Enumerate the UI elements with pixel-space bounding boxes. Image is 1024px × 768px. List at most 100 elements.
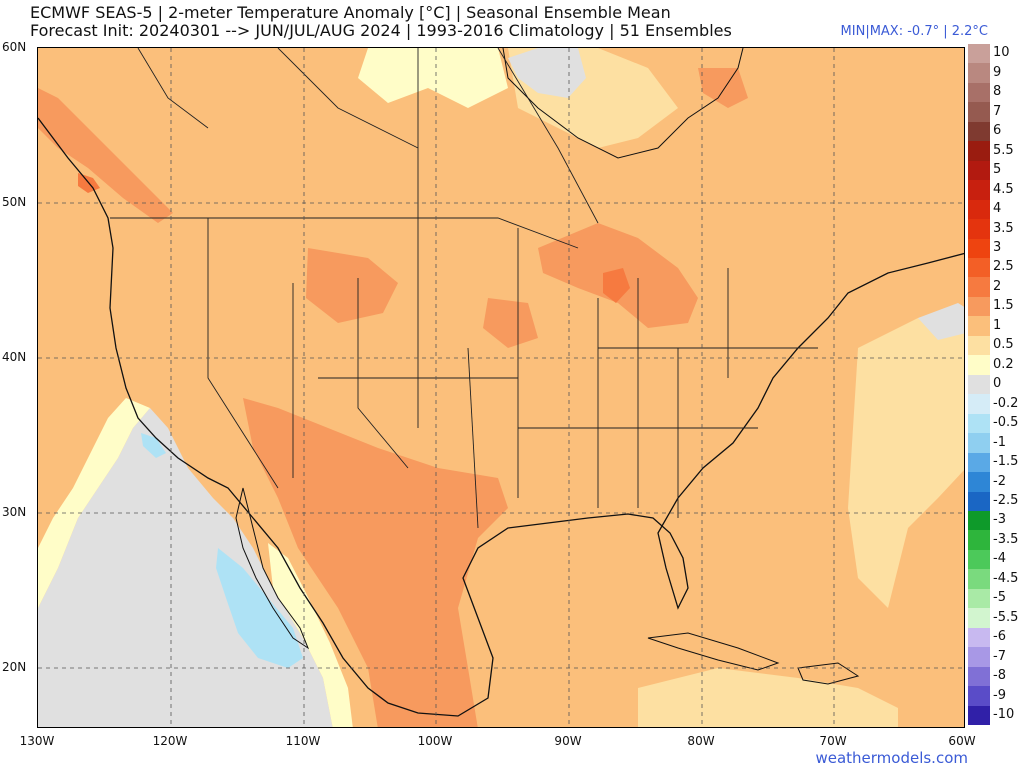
colorbar-tick-label: 0.5	[993, 337, 1014, 353]
negative-anomaly-baja	[216, 548, 303, 668]
lon-label-70w: 70W	[819, 734, 847, 748]
colorbar-tick-label: 2	[993, 278, 1002, 294]
colorbar-swatch	[968, 335, 990, 356]
negative-anomaly-socal	[141, 433, 166, 458]
lon-label-80w: 80W	[687, 734, 715, 748]
colorbar-swatch	[968, 355, 990, 376]
colorbar-tick-label: -1	[993, 434, 1006, 450]
colorbar-tick-label: -3.5	[993, 531, 1019, 547]
colorbar-swatch	[968, 413, 990, 434]
colorbar-tick-label: 0	[993, 376, 1002, 392]
political-borders	[110, 48, 818, 529]
colorbar-swatch	[968, 277, 990, 298]
colorbar-swatch	[968, 102, 990, 123]
colorbar-swatch	[968, 160, 990, 181]
colorbar-tick-label: -2	[993, 473, 1006, 489]
colorbar-swatch	[968, 549, 990, 570]
cuba-coastline	[647, 632, 780, 671]
colorbar-tick-label: -7	[993, 648, 1006, 664]
colorbar-swatch	[968, 647, 990, 668]
colorbar-tick-label: 5	[993, 162, 1002, 178]
colorbar-tick-label: 8	[993, 84, 1002, 100]
colorbar-tick-label: -5.5	[993, 609, 1019, 625]
colorbar-tick-label: -2.5	[993, 492, 1019, 508]
lat-label-20n: 20N	[2, 660, 27, 674]
colorbar-swatch	[968, 316, 990, 337]
lat-label-40n: 40N	[2, 350, 27, 364]
colorbar-tick-label: 4.5	[993, 181, 1014, 197]
warm-anomaly-southwest	[243, 398, 508, 727]
colorbar-tick-label: 7	[993, 103, 1002, 119]
colorbar-swatch	[968, 44, 990, 64]
hudson-bay-coastline	[502, 48, 744, 159]
colorbar-tick-label: 10	[993, 45, 1010, 61]
neutral-anomaly-hudson-bay	[508, 48, 586, 98]
colorbar-swatch	[968, 569, 990, 590]
colorbar-swatch	[968, 627, 990, 648]
colorbar-tick-label: 3	[993, 240, 1002, 256]
colorbar-swatch	[968, 296, 990, 317]
graticule	[38, 48, 964, 727]
warm-anomaly-pnw	[38, 88, 173, 223]
colorbar-tick-label: 3.5	[993, 220, 1014, 236]
colorbar-tick-label: 1	[993, 317, 1002, 333]
lon-label-130w: 130W	[19, 734, 55, 748]
colorbar-swatch	[968, 433, 990, 454]
colorbar-tick-label: -0.2	[993, 395, 1019, 411]
colorbar-swatch	[968, 686, 990, 707]
lat-label-60n: 60N	[2, 40, 27, 54]
colorbar-swatch	[968, 608, 990, 629]
colorbar-swatch	[968, 180, 990, 201]
neutral-anomaly-newfoundland	[918, 303, 964, 340]
site-credit-link[interactable]: weathermodels.com	[815, 749, 968, 767]
lat-label-30n: 30N	[2, 505, 27, 519]
colorbar-tick-label: -4	[993, 551, 1006, 567]
lon-label-100w: 100W	[417, 734, 453, 748]
min-max-readout: MIN|MAX: -0.7° | 2.2°C	[840, 24, 988, 39]
colorbar-tick-label: 4	[993, 201, 1002, 217]
hot-anomaly-michigan	[603, 268, 630, 303]
colorbar-tick-label: -0.5	[993, 415, 1019, 431]
colorbar-swatch	[968, 63, 990, 84]
colorbar-tick-label: -3	[993, 512, 1006, 528]
colorbar-tick-label: -1.5	[993, 454, 1019, 470]
colorbar-tick-label: 5.5	[993, 142, 1014, 158]
colorbar-tick-label: 1.5	[993, 298, 1014, 314]
colorbar-swatch	[968, 705, 990, 726]
colorbar-swatch	[968, 219, 990, 240]
colorbar-swatch	[968, 199, 990, 220]
colorbar-swatch	[968, 141, 990, 162]
warm-anomaly-labrador	[698, 68, 748, 108]
map-subtitle: Forecast Init: 20240301 --> JUN/JUL/AUG …	[30, 21, 732, 40]
colorbar-swatch	[968, 82, 990, 103]
hispaniola-coastline	[797, 662, 860, 685]
colorbar-swatch	[968, 374, 990, 395]
lon-label-110w: 110W	[285, 734, 321, 748]
map-title: ECMWF SEAS-5 | 2-meter Temperature Anoma…	[30, 3, 671, 22]
colorbar-tick-label: -4.5	[993, 570, 1019, 586]
weak-anomaly-fringe-baja	[268, 543, 353, 727]
lat-label-50n: 50N	[2, 195, 27, 209]
colorbar-swatch	[968, 666, 990, 687]
warm-anomaly-midwest	[483, 298, 538, 348]
colorbar-swatch	[968, 452, 990, 473]
lon-label-60w: 60W	[948, 734, 976, 748]
warm-anomaly-plains	[306, 248, 398, 323]
colorbar-tick-label: -9	[993, 687, 1006, 703]
north-america-coastline	[38, 117, 964, 717]
colorbar-swatch	[968, 588, 990, 609]
colorbar-tick-label: -6	[993, 629, 1006, 645]
colorbar-tick-label: 2.5	[993, 259, 1014, 275]
map-panel[interactable]	[37, 47, 965, 728]
colorbar-swatch	[968, 394, 990, 415]
colorbar-tick-label: -5	[993, 590, 1006, 606]
weak-anomaly-caribbean	[638, 668, 898, 727]
weak-anomaly-north	[358, 48, 508, 108]
baja-coastline	[235, 487, 310, 650]
colorbar-swatch	[968, 491, 990, 512]
colorbar	[968, 44, 990, 726]
colorbar-swatch	[968, 530, 990, 551]
colorbar-tick-label: 6	[993, 123, 1002, 139]
colorbar-swatch	[968, 121, 990, 142]
colorbar-swatch	[968, 472, 990, 492]
